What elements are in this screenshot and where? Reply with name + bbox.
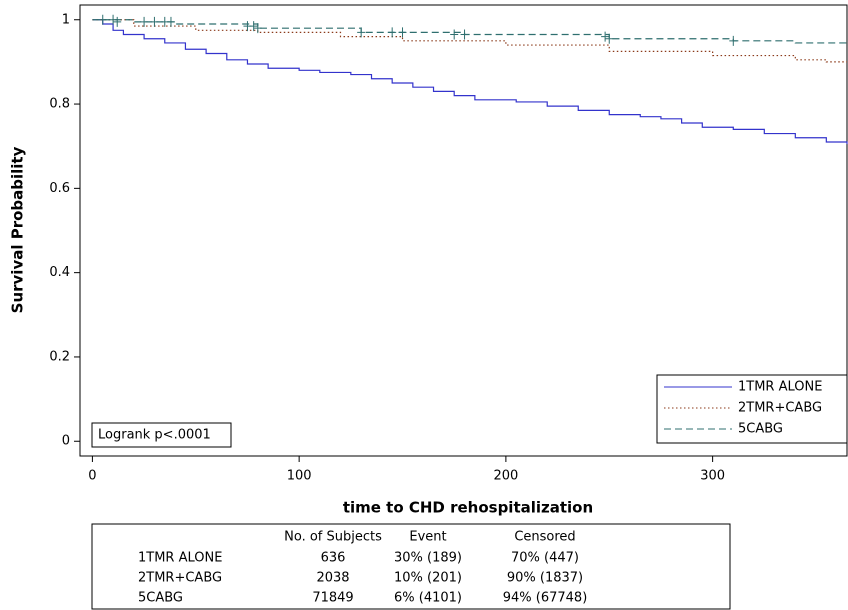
censor-mark [109, 14, 118, 25]
censor-mark [249, 21, 258, 32]
legend-label: 5CABG [738, 422, 783, 437]
legend-label: 2TMR+CABG [738, 401, 822, 416]
censor-mark [113, 16, 122, 27]
censor-mark [605, 33, 614, 44]
table-row-label: 5CABG [138, 591, 183, 606]
censor-mark [398, 27, 407, 38]
table-header: Censored [514, 530, 575, 545]
annotation-box [91, 422, 232, 448]
censor-mark [150, 16, 159, 27]
censor-mark [729, 35, 738, 46]
x-axis-label: time to CHD rehospitalization [343, 499, 593, 517]
censor-mark [166, 16, 175, 27]
censor-mark [357, 27, 366, 38]
table-cell: 90% (1837) [507, 571, 583, 586]
table-row-label: 2TMR+CABG [138, 571, 222, 586]
table-header: No. of Subjects [284, 530, 382, 545]
table-cell: 6% (4101) [394, 591, 462, 606]
summary-table [91, 523, 731, 610]
table-cell: 94% (67748) [503, 591, 588, 606]
table-header: Event [409, 530, 446, 545]
y-tick-label: 0 [62, 434, 70, 449]
y-tick-label: 0.8 [49, 97, 70, 112]
censor-mark [450, 29, 459, 40]
censor-mark [98, 14, 107, 25]
table-cell: 2038 [316, 571, 349, 586]
y-tick-label: 1 [62, 12, 70, 27]
x-tick-label: 100 [287, 469, 312, 484]
table-row-label: 1TMR ALONE [138, 551, 222, 566]
table-cell: 30% (189) [394, 551, 462, 566]
y-tick-label: 0.4 [49, 265, 70, 280]
table-cell: 70% (447) [511, 551, 579, 566]
table-cell: 10% (201) [394, 571, 462, 586]
survival-curve [92, 19, 848, 145]
censor-mark [253, 23, 262, 34]
table-cell: 636 [321, 551, 346, 566]
censor-mark [601, 31, 610, 42]
censor-mark [140, 16, 149, 27]
x-tick-label: 0 [88, 469, 96, 484]
y-tick-label: 0.2 [49, 349, 70, 364]
plot-frame [79, 4, 848, 457]
legend-label: 1TMR ALONE [738, 380, 822, 395]
survival-curve [92, 19, 847, 44]
x-tick-label: 200 [493, 469, 518, 484]
legend [656, 374, 848, 444]
survival-curve [92, 19, 847, 63]
y-tick-label: 0.6 [49, 181, 70, 196]
annotation: Logrank p<.0001 [98, 428, 211, 443]
x-tick-label: 300 [700, 469, 725, 484]
table-cell: 71849 [312, 591, 353, 606]
censor-mark [388, 27, 397, 38]
censor-mark [460, 29, 469, 40]
y-axis-label: Survival Probability [9, 146, 27, 313]
